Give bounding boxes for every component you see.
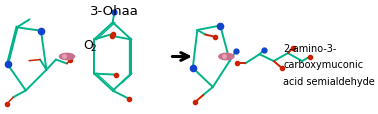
Text: 3-Ohaa: 3-Ohaa bbox=[90, 5, 139, 18]
Ellipse shape bbox=[219, 54, 234, 60]
Text: acid semialdehyde: acid semialdehyde bbox=[283, 76, 375, 86]
Text: O: O bbox=[83, 38, 93, 51]
Ellipse shape bbox=[59, 54, 74, 60]
Text: carboxymuconic: carboxymuconic bbox=[283, 60, 363, 70]
Text: 2-amino-3-: 2-amino-3- bbox=[283, 43, 336, 53]
Text: 2: 2 bbox=[90, 44, 96, 52]
